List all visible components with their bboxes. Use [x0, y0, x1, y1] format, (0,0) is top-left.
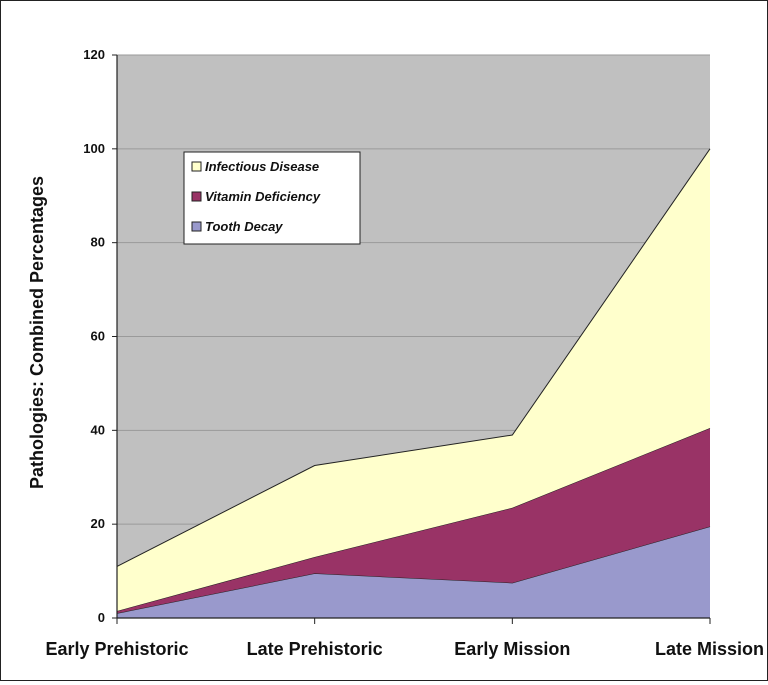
y-tick-label: 40 — [91, 422, 105, 437]
y-tick-label: 0 — [98, 610, 105, 625]
x-category-labels: Early Prehistoric Late Prehistoric Early M… — [45, 639, 764, 659]
area-edge-infectious-disease — [116, 148, 711, 567]
area-vitamin-deficiency — [117, 427, 710, 614]
y-tick-label: 120 — [83, 47, 105, 62]
legend-swatch — [191, 191, 202, 202]
legend-label: Vitamin Deficiency — [205, 189, 321, 204]
y-tick-label: 80 — [91, 235, 105, 250]
legend: Infectious Disease Vitamin Deficiency Toot… — [183, 151, 361, 245]
legend-box — [183, 151, 361, 245]
legend-label: Tooth Decay — [205, 219, 283, 234]
x-category-label: Late Prehistoric — [247, 639, 383, 659]
area-series — [116, 148, 711, 618]
legend-swatch — [191, 161, 202, 172]
y-axis-label: Pathologies: Combined Percentages — [27, 176, 47, 489]
y-tick-label: 60 — [91, 329, 105, 344]
legend-label: Infectious Disease — [205, 159, 319, 174]
y-tick-label: 20 — [91, 516, 105, 531]
x-category-label: Early Prehistoric — [45, 639, 188, 659]
axes — [112, 54, 711, 624]
x-category-label: Early Mission — [454, 639, 570, 659]
x-category-label: Late Mission — [655, 639, 764, 659]
area-infectious-disease — [117, 148, 710, 611]
y-tick-label: 100 — [83, 141, 105, 156]
y-tick-labels: 0 20 40 60 80 100 120 — [83, 47, 105, 625]
area-tooth-decay — [117, 526, 710, 618]
legend-swatch — [191, 221, 202, 232]
